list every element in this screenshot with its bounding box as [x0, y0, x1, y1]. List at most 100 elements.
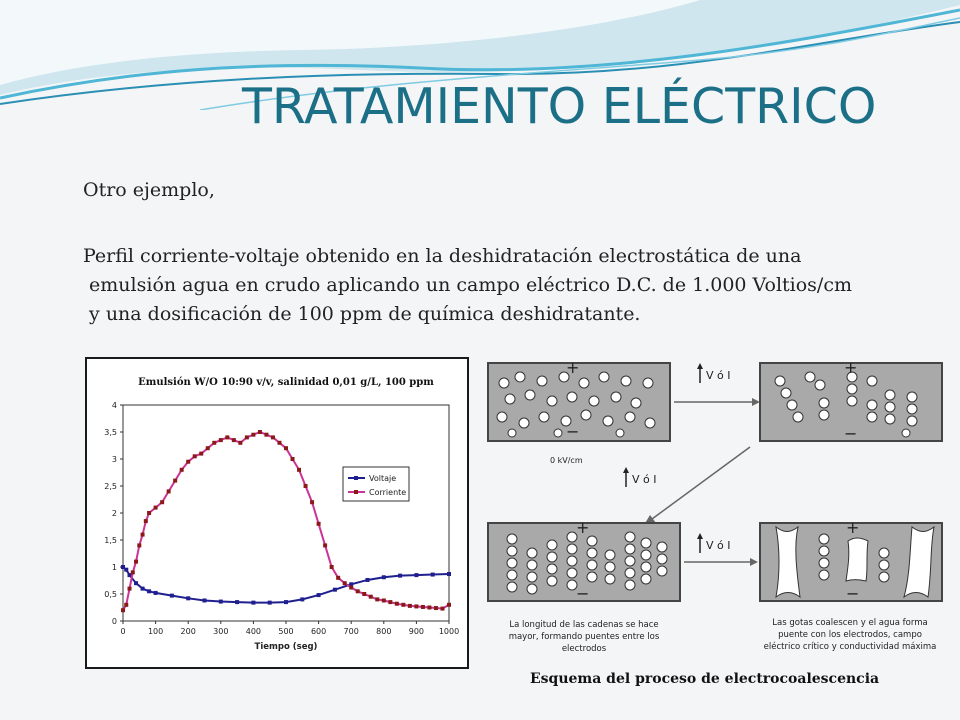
data-point: [244, 435, 249, 440]
data-point: [277, 440, 282, 445]
data-point: [447, 572, 451, 577]
data-point: [121, 565, 125, 569]
data-point: [420, 604, 425, 609]
data-point: [238, 440, 243, 445]
x-axis-label: Tiempo (seg): [255, 642, 318, 652]
header-wave-decoration: [0, 0, 960, 110]
data-point: [447, 602, 451, 607]
data-point: [375, 597, 380, 602]
legend-label: Voltaje: [369, 474, 396, 483]
legend-marker: [354, 490, 358, 494]
paragraph-line: emulsión agua en crudo aplicando un camp…: [83, 274, 852, 296]
data-point: [316, 593, 321, 598]
data-point: [205, 446, 210, 451]
x-tick-label: 700: [344, 627, 359, 636]
data-point: [212, 440, 217, 445]
y-tick-label: 1,5: [104, 536, 117, 545]
legend-marker: [354, 476, 358, 480]
legend-box: [342, 466, 410, 502]
arrow-up-head: [697, 533, 703, 539]
data-point: [134, 559, 139, 564]
paragraph-line: Perfil corriente-voltaje obtenido en la …: [83, 245, 802, 267]
data-point: [433, 606, 438, 611]
data-point: [202, 598, 207, 603]
minus-sign: −: [844, 424, 857, 443]
x-tick-label: 500: [278, 627, 293, 636]
y-tick-label: 2,5: [104, 482, 117, 491]
legend-label: Corriente: [369, 488, 406, 497]
water-bridges: [775, 525, 935, 599]
data-point: [121, 608, 125, 613]
data-point: [332, 587, 337, 592]
data-point: [427, 605, 432, 610]
data-point: [430, 572, 435, 577]
data-point: [218, 599, 223, 604]
data-point: [349, 582, 354, 587]
x-tick-label: 0: [120, 627, 125, 636]
data-point: [336, 575, 341, 580]
y-tick-label: 1: [112, 563, 117, 572]
data-point: [398, 573, 403, 578]
plot-area: [122, 404, 450, 622]
data-point: [127, 573, 132, 578]
data-point: [173, 478, 178, 483]
plus-sign: +: [576, 518, 589, 537]
data-point: [414, 604, 419, 609]
data-point: [264, 432, 269, 437]
data-point: [218, 438, 223, 443]
data-point: [153, 505, 158, 510]
droplet-chains: [506, 531, 668, 595]
diagram-caption: Esquema del proceso de electrocoalescenc…: [530, 671, 880, 687]
data-point: [124, 602, 129, 607]
data-point: [251, 432, 256, 437]
data-point: [290, 457, 295, 461]
data-point: [394, 601, 399, 606]
x-tick-label: 100: [148, 627, 163, 636]
plus-sign: +: [566, 358, 579, 377]
data-point: [365, 577, 370, 582]
data-point: [143, 519, 148, 524]
panel3-caption-line: La longitud de las cadenas se hace: [509, 620, 658, 630]
data-point: [257, 430, 262, 434]
data-point: [192, 454, 197, 459]
x-tick-label: 800: [376, 627, 391, 636]
data-point: [355, 589, 360, 594]
data-point: [225, 435, 230, 440]
data-point: [381, 575, 386, 580]
data-point: [137, 543, 142, 548]
electrocoalescence-diagram: + − 0 kV/cm V ó I + − V ó I + − La longi…: [487, 358, 943, 654]
panel3-caption-line: electrodos: [562, 644, 607, 654]
data-point: [166, 489, 171, 494]
data-point: [368, 594, 373, 599]
data-point: [401, 602, 406, 607]
data-point: [284, 600, 288, 605]
x-tick-label: 1000: [439, 627, 459, 636]
data-point: [270, 435, 275, 440]
data-point: [199, 451, 204, 456]
plus-sign: +: [844, 358, 857, 377]
data-point: [186, 459, 191, 464]
x-tick-label: 200: [181, 627, 196, 636]
chart-title: Emulsión W/O 10:90 v/v, salinidad 0,01 g…: [138, 377, 434, 388]
data-point: [147, 589, 152, 594]
panel3-caption-line: mayor, formando puentes entre los: [509, 632, 660, 642]
data-point: [124, 567, 129, 572]
data-point: [134, 581, 139, 586]
arrow-head: [750, 558, 758, 566]
data-point: [407, 603, 412, 608]
data-point: [381, 598, 386, 603]
arrow-up-head: [697, 363, 703, 369]
y-tick-label: 3: [112, 455, 117, 464]
x-tick-label: 400: [246, 627, 261, 636]
data-point: [179, 467, 184, 472]
data-point: [303, 484, 308, 488]
data-point: [284, 446, 288, 451]
droplets-aligned: [774, 371, 918, 438]
data-point: [147, 511, 152, 515]
x-tick-label: 600: [311, 627, 326, 636]
plus-sign: +: [846, 518, 859, 537]
y-tick-label: 0,5: [104, 590, 117, 599]
minus-sign: −: [566, 422, 579, 441]
data-point: [297, 467, 302, 472]
minus-sign: −: [846, 584, 859, 603]
